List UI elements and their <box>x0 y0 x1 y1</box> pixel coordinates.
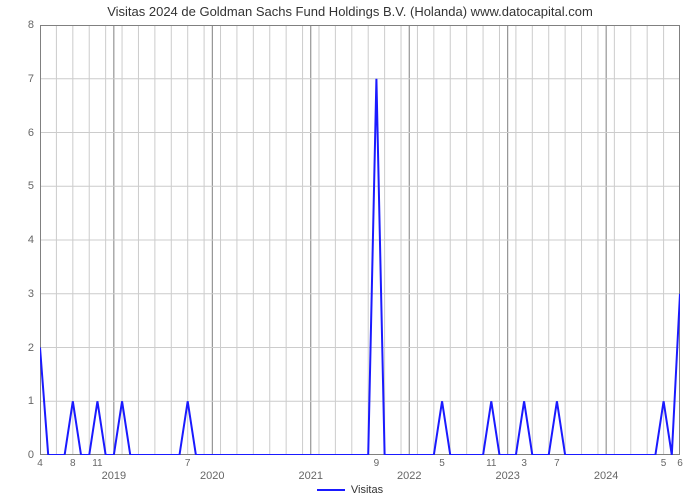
plot-area <box>40 25 680 455</box>
xtick-label: 7 <box>185 458 191 469</box>
xtick-label: 7 <box>554 458 560 469</box>
ytick-label: 8 <box>4 19 34 31</box>
chart-container: Visitas 2024 de Goldman Sachs Fund Holdi… <box>0 0 700 500</box>
xyear-label: 2021 <box>299 470 323 482</box>
legend-swatch <box>317 489 345 491</box>
xtick-label: 3 <box>521 458 527 469</box>
ytick-label: 4 <box>4 234 34 246</box>
ytick-label: 2 <box>4 342 34 354</box>
xyear-label: 2019 <box>102 470 126 482</box>
legend-label: Visitas <box>351 484 383 496</box>
plot-svg <box>40 25 680 455</box>
ytick-label: 1 <box>4 395 34 407</box>
ytick-label: 0 <box>4 449 34 461</box>
xtick-label: 11 <box>486 458 496 469</box>
ytick-label: 6 <box>4 127 34 139</box>
series-line <box>40 79 680 455</box>
xtick-label: 8 <box>70 458 76 469</box>
xtick-label: 5 <box>661 458 667 469</box>
ytick-label: 5 <box>4 180 34 192</box>
xyear-label: 2023 <box>495 470 519 482</box>
chart-title: Visitas 2024 de Goldman Sachs Fund Holdi… <box>0 4 700 19</box>
ytick-label: 3 <box>4 288 34 300</box>
xtick-label: 11 <box>92 458 102 469</box>
xyear-label: 2024 <box>594 470 618 482</box>
xtick-label: 5 <box>439 458 445 469</box>
xtick-label: 6 <box>677 458 683 469</box>
ytick-label: 7 <box>4 73 34 85</box>
xyear-label: 2020 <box>200 470 224 482</box>
xtick-label: 4 <box>37 458 43 469</box>
xyear-label: 2022 <box>397 470 421 482</box>
legend: Visitas <box>0 484 700 496</box>
xtick-label: 9 <box>374 458 380 469</box>
